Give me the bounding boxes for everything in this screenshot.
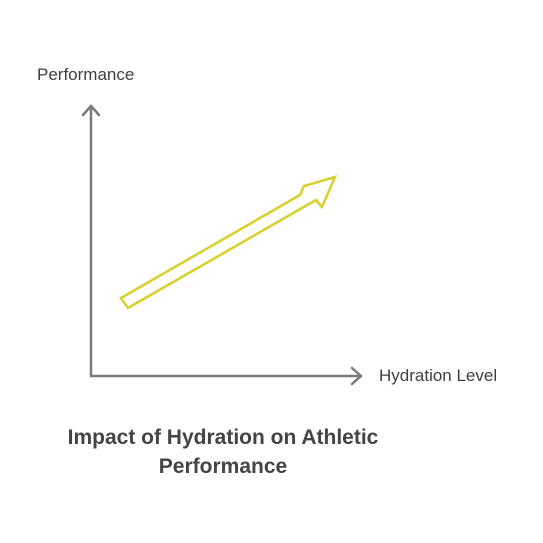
- x-axis-arrowhead: [350, 366, 363, 386]
- diagram-title: Impact of Hydration on Athletic Performa…: [33, 423, 413, 481]
- y-axis-arrowhead: [81, 104, 101, 117]
- diagram-title-line-1: Impact of Hydration on Athletic: [67, 426, 379, 449]
- x-axis-label: Hydration Level: [379, 366, 498, 385]
- diagram-title-line-2: Performance: [158, 455, 288, 478]
- y-axis-label: Performance: [37, 65, 135, 84]
- trend-arrow-icon: [119, 175, 338, 310]
